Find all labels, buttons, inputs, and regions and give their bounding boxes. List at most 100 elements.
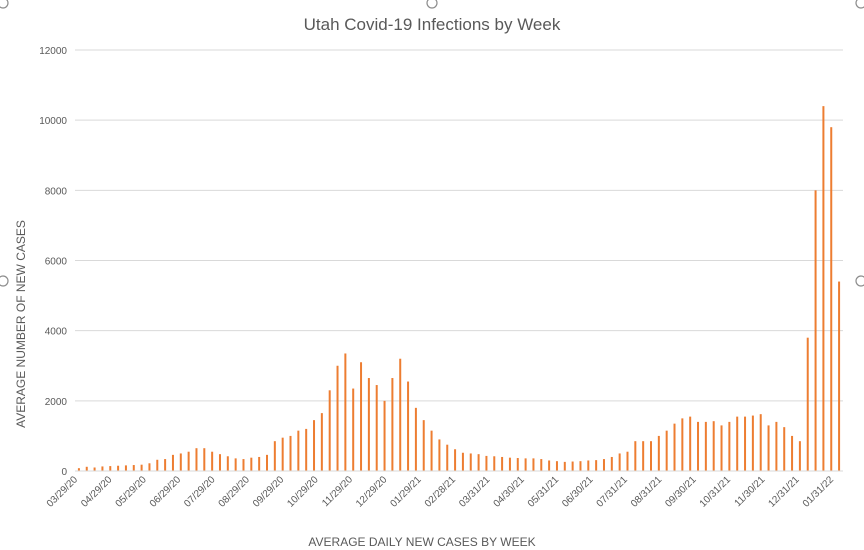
bar: [798, 441, 801, 471]
bar: [579, 461, 582, 471]
bar: [320, 413, 323, 471]
bar: [297, 430, 300, 471]
x-tick-label: 01/29/21: [388, 474, 424, 510]
bar: [164, 459, 167, 471]
bar: [485, 455, 488, 471]
bar: [642, 441, 645, 471]
bar: [814, 190, 817, 472]
bar: [328, 390, 331, 471]
y-axis-title: AVERAGE NUMBER OF NEW CASES: [14, 220, 28, 428]
bar: [140, 464, 143, 471]
bar: [367, 378, 370, 471]
bar: [407, 381, 410, 471]
bar: [469, 453, 472, 471]
y-axis-ticks: 0 2000 4000 6000 8000 10000 12000: [39, 46, 67, 478]
bar: [195, 448, 198, 471]
resize-handle-left[interactable]: [0, 275, 9, 287]
bar: [634, 441, 637, 471]
bar: [595, 460, 598, 471]
bar: [689, 416, 692, 471]
x-tick-label: 11/29/20: [320, 474, 355, 509]
bar: [344, 353, 347, 471]
bar: [375, 385, 378, 471]
bar: [657, 435, 660, 471]
x-tick-label: 08/31/21: [629, 474, 665, 510]
bar: [540, 459, 543, 471]
bar: [532, 458, 535, 471]
bars: [77, 106, 841, 472]
resize-handle-top-right[interactable]: [855, 0, 864, 9]
bar: [273, 441, 276, 471]
y-tick-label: 6000: [45, 257, 68, 268]
x-tick-label: 12/29/20: [354, 474, 390, 510]
bar: [203, 448, 206, 471]
x-axis-ticks: 03/29/20 04/29/20 05/29/20 06/29/20 07/29/20…: [45, 474, 837, 510]
bar: [289, 435, 292, 471]
bar: [587, 460, 590, 471]
chart-title: Utah Covid-19 Infections by Week: [304, 15, 561, 34]
bar: [665, 430, 668, 471]
bar: [650, 441, 652, 471]
bar: [806, 337, 809, 471]
bar: [414, 407, 417, 471]
bar: [461, 452, 464, 471]
resize-handle-top-left[interactable]: [0, 0, 9, 9]
bar: [493, 456, 496, 471]
x-tick-label: 12/31/21: [766, 474, 802, 510]
y-tick-label: 0: [61, 467, 67, 478]
bar: [736, 416, 739, 471]
bar: [171, 454, 174, 471]
x-tick-label: 10/29/20: [285, 474, 321, 510]
resize-handle-top[interactable]: [426, 0, 438, 9]
bar: [117, 465, 120, 471]
bar: [430, 430, 433, 471]
bar: [156, 459, 159, 471]
y-tick-label: 12000: [39, 46, 67, 57]
y-tick-label: 8000: [45, 186, 68, 197]
bar: [266, 454, 268, 471]
bar: [626, 451, 629, 471]
bar: [822, 106, 825, 471]
bar: [124, 465, 127, 471]
x-tick-label: 05/29/20: [114, 474, 150, 510]
bar: [218, 454, 221, 471]
bar: [610, 456, 613, 471]
bar: [454, 449, 457, 471]
bar: [179, 453, 182, 471]
bar: [477, 454, 480, 471]
bar: [399, 358, 402, 471]
bar: [571, 461, 574, 471]
bar: [838, 281, 841, 471]
bar: [336, 365, 339, 471]
bar: [148, 463, 151, 471]
bar: [751, 415, 754, 471]
resize-handle-right[interactable]: [855, 275, 864, 287]
x-tick-label: 09/30/21: [663, 474, 699, 510]
bar: [93, 467, 96, 471]
bar: [524, 458, 527, 471]
bar: [383, 400, 386, 471]
bar: [360, 362, 363, 471]
bar: [759, 414, 762, 471]
bar: [501, 456, 504, 471]
bar: [211, 451, 214, 471]
selection-handles[interactable]: [0, 0, 864, 287]
bar: [226, 456, 229, 471]
bar: [446, 444, 449, 471]
x-tick-label: 06/30/21: [560, 474, 596, 510]
bar: [767, 425, 770, 471]
y-tick-label: 10000: [39, 116, 67, 127]
x-tick-label: 11/30/21: [733, 474, 768, 509]
x-tick-label: 02/28/21: [423, 474, 459, 510]
bar: [438, 439, 441, 471]
bar: [508, 457, 511, 471]
bar: [109, 466, 112, 471]
x-tick-label: 07/31/21: [595, 474, 631, 510]
bar: [712, 421, 715, 471]
x-tick-label: 03/31/21: [457, 474, 493, 510]
y-tick-label: 4000: [45, 327, 68, 338]
bar: [352, 388, 355, 471]
bar: [313, 420, 316, 471]
